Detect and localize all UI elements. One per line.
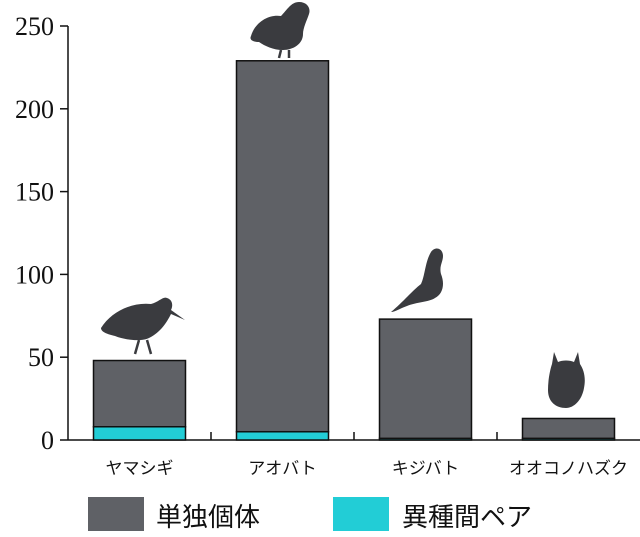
x-tick-label: オオコノハズク [509,459,628,479]
legend: 単独個体 異種間ペア [88,497,532,533]
y-tick-label: 0 [41,426,54,455]
dove-silhouette-icon [391,248,443,312]
legend-swatch-pair [333,497,389,531]
bar-segment [521,417,616,440]
bar-segment [235,430,330,441]
x-tick-label: ヤマシギ [106,459,174,479]
bar-segment [92,426,187,441]
y-tick-label: 250 [15,12,54,41]
bar-segment [378,318,473,440]
legend-label-pair: 異種間ペア [402,503,532,533]
y-tick-label: 200 [15,95,54,124]
owl-silhouette-icon [548,352,585,408]
x-tick-label: アオバト [248,459,317,479]
bird-icons [101,2,585,408]
legend-swatch-single [88,497,144,531]
woodcock-silhouette-icon [101,297,185,355]
y-tick-label: 50 [28,343,54,372]
y-tick-label: 150 [15,178,54,207]
bar-segment [235,60,330,433]
y-tick-label: 100 [15,260,54,289]
bars [92,60,616,441]
bar-segment [92,359,187,428]
x-axis: ヤマシギ アオバト キジバト オオコノハズク [68,432,640,479]
pigeon-silhouette-icon [250,2,310,59]
legend-label-single: 単独個体 [156,503,260,533]
x-tick-label: キジバト [392,459,460,479]
y-axis: 0 50 100 150 200 250 [15,12,69,455]
